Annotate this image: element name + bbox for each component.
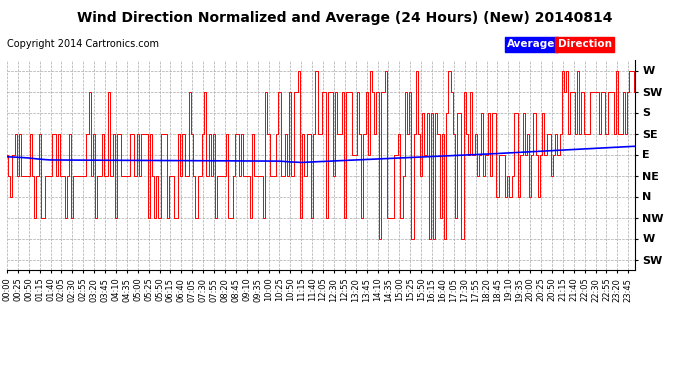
- Text: Direction: Direction: [558, 39, 611, 50]
- Text: Copyright 2014 Cartronics.com: Copyright 2014 Cartronics.com: [7, 39, 159, 50]
- Text: Average: Average: [507, 39, 555, 50]
- Text: Wind Direction Normalized and Average (24 Hours) (New) 20140814: Wind Direction Normalized and Average (2…: [77, 11, 613, 25]
